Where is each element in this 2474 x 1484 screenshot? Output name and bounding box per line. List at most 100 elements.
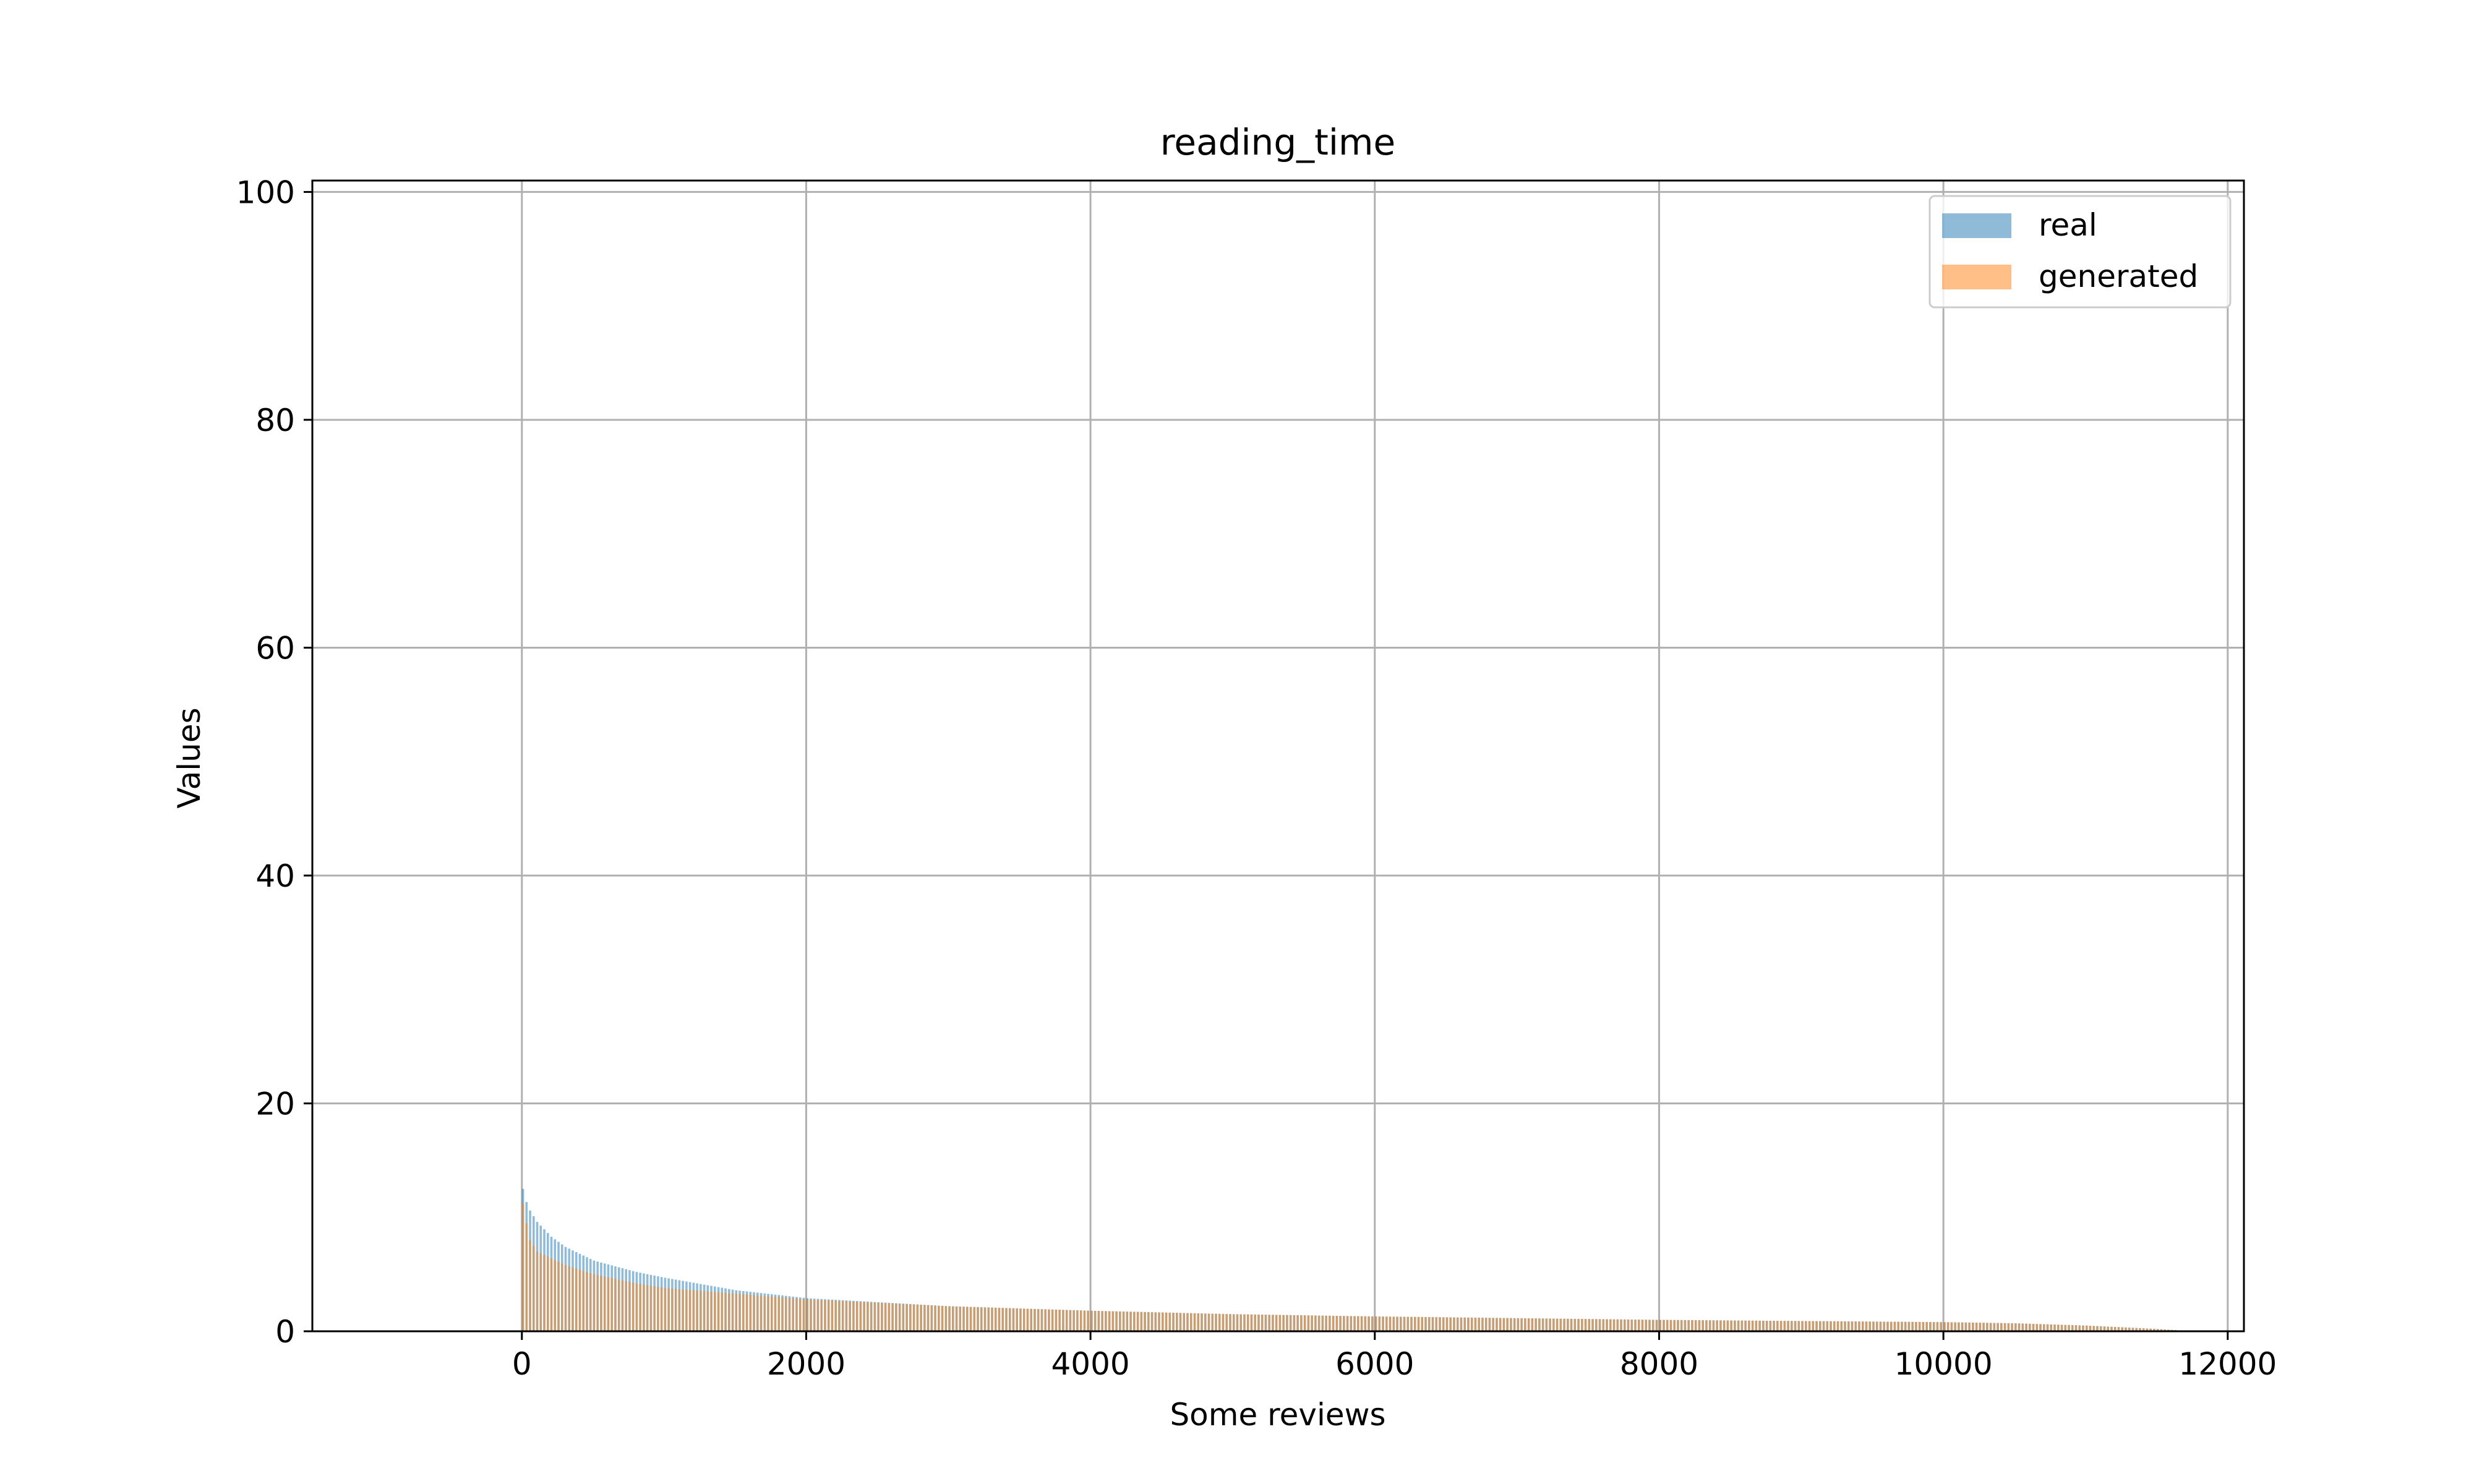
bar-generated xyxy=(991,1307,993,1331)
bar-generated xyxy=(1705,1320,1708,1331)
bar-generated xyxy=(1069,1310,1072,1331)
bar-generated xyxy=(1527,1318,1530,1331)
bar-generated xyxy=(1236,1314,1239,1331)
bar-generated xyxy=(1680,1320,1683,1331)
bar-generated xyxy=(1858,1321,1860,1331)
bar-generated xyxy=(1016,1308,1019,1331)
bar-generated xyxy=(1162,1312,1164,1331)
bar-generated xyxy=(539,1253,542,1331)
bar-generated xyxy=(1520,1318,1523,1331)
bar-generated xyxy=(578,1269,581,1331)
bar-generated xyxy=(2096,1326,2099,1331)
bar-generated xyxy=(1403,1316,1406,1331)
bar-generated xyxy=(873,1302,876,1331)
bar-generated xyxy=(631,1282,635,1331)
bar-generated xyxy=(1812,1321,1815,1331)
bar-generated xyxy=(1496,1318,1498,1331)
bar-generated xyxy=(1907,1321,1911,1331)
bar-generated xyxy=(1712,1320,1715,1331)
bar-generated xyxy=(1268,1315,1270,1331)
bar-generated xyxy=(745,1294,748,1331)
plot-frame xyxy=(311,179,2245,1333)
bar-generated xyxy=(1168,1312,1171,1331)
bar-generated xyxy=(834,1300,837,1331)
bar-generated xyxy=(1591,1319,1594,1331)
bar-generated xyxy=(2025,1323,2027,1331)
bar-generated xyxy=(1943,1322,1946,1331)
bar-generated xyxy=(1254,1314,1256,1331)
bar-generated xyxy=(1278,1315,1282,1331)
bar-generated xyxy=(1215,1313,1217,1331)
bar-generated xyxy=(1062,1310,1064,1331)
bar-generated xyxy=(1048,1309,1050,1331)
bar-generated xyxy=(1531,1318,1534,1331)
bar-generated xyxy=(1001,1308,1004,1331)
bar-generated xyxy=(700,1290,702,1331)
bar-generated xyxy=(653,1286,656,1331)
bar-generated xyxy=(1851,1321,1854,1331)
bar-generated xyxy=(1993,1323,1996,1331)
bar-generated xyxy=(2110,1326,2113,1331)
bar-generated xyxy=(2103,1326,2106,1331)
bar-generated xyxy=(863,1302,865,1331)
bar-generated xyxy=(1467,1317,1470,1331)
bar-generated xyxy=(1431,1317,1434,1331)
bar-generated xyxy=(1225,1314,1228,1331)
bar-generated xyxy=(1012,1308,1015,1331)
bar-generated xyxy=(568,1266,571,1331)
bar-generated xyxy=(938,1305,940,1331)
bar-generated xyxy=(756,1295,759,1331)
bar-generated xyxy=(824,1300,826,1331)
bar-generated xyxy=(1584,1319,1587,1331)
bar-generated xyxy=(1311,1315,1313,1331)
bar-generated xyxy=(973,1307,976,1331)
bar-generated xyxy=(1158,1312,1160,1331)
bar-generated xyxy=(1581,1319,1583,1331)
bar-generated xyxy=(1655,1320,1658,1331)
bar-generated xyxy=(870,1302,873,1331)
bar-generated xyxy=(841,1301,844,1331)
bar-generated xyxy=(550,1258,553,1331)
bar-generated xyxy=(1019,1308,1022,1331)
bar-generated xyxy=(571,1267,574,1331)
bar-generated xyxy=(678,1289,681,1331)
bar-generated xyxy=(2043,1324,2045,1331)
bar-generated xyxy=(948,1306,951,1331)
bar-generated xyxy=(560,1263,563,1331)
bar-generated xyxy=(1435,1317,1438,1331)
bar-generated xyxy=(557,1261,560,1331)
bar-generated xyxy=(596,1275,599,1331)
bar-generated xyxy=(685,1289,688,1331)
bar-generated xyxy=(1165,1312,1168,1331)
bar-generated xyxy=(1762,1320,1765,1331)
bar-generated xyxy=(1997,1323,1999,1331)
y-tick-label: 0 xyxy=(275,1314,295,1350)
bar-generated xyxy=(735,1294,738,1331)
bar-generated xyxy=(1037,1309,1040,1331)
legend-swatch-real xyxy=(1942,213,2011,238)
bar-generated xyxy=(2053,1324,2056,1331)
bar-generated xyxy=(1669,1320,1672,1331)
bar-generated xyxy=(1133,1311,1136,1331)
bar-generated xyxy=(2018,1323,2021,1331)
bar-generated xyxy=(1663,1320,1665,1331)
bar-generated xyxy=(1740,1320,1744,1331)
bar-generated xyxy=(1730,1320,1732,1331)
legend-swatch-generated xyxy=(1942,265,2011,289)
bar-generated xyxy=(1026,1308,1029,1331)
x-tick-label: 10000 xyxy=(1894,1346,1993,1382)
bar-generated xyxy=(1176,1313,1178,1331)
bar-generated xyxy=(1040,1309,1043,1331)
bar-generated xyxy=(1044,1309,1047,1331)
bar-generated xyxy=(1097,1311,1100,1331)
bar-generated xyxy=(1645,1320,1648,1331)
bar-generated xyxy=(2007,1323,2010,1331)
bar-generated xyxy=(1172,1313,1175,1331)
bar-generated xyxy=(1325,1315,1327,1331)
bar-generated xyxy=(1534,1318,1537,1331)
bar-generated xyxy=(1034,1308,1036,1331)
bar-generated xyxy=(2099,1326,2102,1331)
bar-generated xyxy=(1875,1321,1878,1331)
bar-generated xyxy=(682,1289,684,1331)
